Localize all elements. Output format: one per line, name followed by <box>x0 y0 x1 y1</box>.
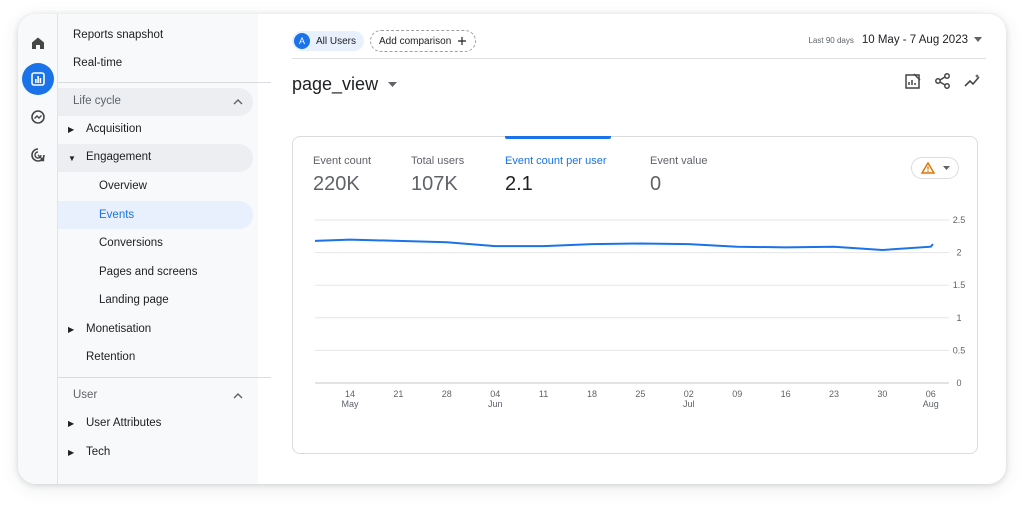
sidebar-item-events[interactable]: Events <box>58 201 253 229</box>
sidebar-item-overview[interactable]: Overview <box>99 180 147 192</box>
caret-right-icon: ▶ <box>68 419 75 428</box>
sidebar-item-tech[interactable]: Tech <box>86 446 111 458</box>
x-tick-label: 18 <box>587 389 597 399</box>
sidebar-item-real-time[interactable]: Real-time <box>73 57 123 69</box>
customize-report-icon[interactable] <box>904 72 922 90</box>
sidebar-item-events-label: Events <box>99 209 135 221</box>
sidebar-divider <box>58 377 271 378</box>
metric-label: Total users <box>411 155 465 167</box>
caret-right-icon: ▶ <box>68 125 75 134</box>
x-tick-label: 23 <box>829 389 839 399</box>
metric-label: Event value <box>650 155 708 167</box>
caret-right-icon: ▶ <box>68 448 75 457</box>
header-divider <box>292 58 986 59</box>
caret-down-icon: ▼ <box>68 154 76 163</box>
reports-sidebar: Reports snapshot Real-time Life cycle ▶ … <box>58 14 271 484</box>
sidebar-item-user-attributes[interactable]: User Attributes <box>86 417 162 429</box>
reports-icon[interactable] <box>22 63 54 95</box>
y-tick-label: 0 <box>956 378 961 388</box>
sidebar-item-retention[interactable]: Retention <box>86 351 136 363</box>
section-lifecycle[interactable]: Life cycle <box>58 88 253 116</box>
metrics-card: Event count 220K Total users 107K Event … <box>292 136 978 454</box>
metric-label: Event count <box>313 155 372 167</box>
date-preset: Last 90 days <box>808 35 854 45</box>
main-content: A All Users Add comparison Last 90 days … <box>258 14 1006 484</box>
x-tick-label: 21 <box>393 389 403 399</box>
series-line <box>314 238 934 252</box>
sidebar-item-engagement-label: Engagement <box>86 151 152 163</box>
y-tick-label: 2 <box>956 248 961 258</box>
sidebar-item-engagement[interactable]: ▼ Engagement <box>58 144 253 172</box>
warning-icon <box>920 162 935 174</box>
date-range-picker[interactable]: Last 90 days 10 May - 7 Aug 2023 <box>808 34 982 46</box>
sidebar-divider <box>58 82 271 83</box>
x-tick-month-label: Jun <box>488 399 503 409</box>
x-tick-month-label: Aug <box>923 399 939 409</box>
sidebar-item-conversions[interactable]: Conversions <box>99 237 163 249</box>
section-lifecycle-label: Life cycle <box>73 95 121 107</box>
chevron-up-icon <box>233 99 243 105</box>
x-tick-label: 11 <box>539 389 548 399</box>
segment-avatar: A <box>294 33 310 49</box>
x-tick-label: 04 <box>490 389 500 399</box>
x-tick-label: 09 <box>732 389 742 399</box>
y-tick-label: 2.5 <box>953 215 966 225</box>
y-tick-label: 1 <box>956 313 961 323</box>
nav-rail <box>18 14 58 484</box>
plus-icon <box>458 37 467 45</box>
active-tab-indicator <box>505 136 611 139</box>
section-user[interactable]: User <box>58 382 253 410</box>
add-comparison-button[interactable]: Add comparison <box>370 30 477 52</box>
section-user-label: User <box>73 389 98 401</box>
caret-down-icon <box>388 81 398 87</box>
caret-down-icon <box>974 37 982 42</box>
x-tick-label: 16 <box>781 389 791 399</box>
home-icon[interactable] <box>22 27 54 59</box>
x-tick-month-label: Jul <box>683 399 695 409</box>
report-actions <box>904 72 982 90</box>
metric-tab-event-value[interactable]: Event value 0 <box>650 155 707 196</box>
sidebar-item-monetisation[interactable]: Monetisation <box>86 323 152 335</box>
data-quality-button[interactable] <box>911 157 959 179</box>
app-frame: Reports snapshot Real-time Life cycle ▶ … <box>18 14 1006 484</box>
segment-chip-all-users[interactable]: A All Users <box>292 31 365 51</box>
explore-icon[interactable] <box>22 101 54 133</box>
metric-tab-event-count[interactable]: Event count 220K <box>313 155 371 196</box>
x-tick-label: 30 <box>877 389 887 399</box>
sidebar-item-landing-page[interactable]: Landing page <box>99 294 169 306</box>
advertising-icon[interactable] <box>22 139 54 171</box>
x-tick-month-label: May <box>341 399 359 409</box>
add-comparison-label: Add comparison <box>379 35 452 47</box>
x-tick-label: 06 <box>926 389 936 399</box>
x-tick-label: 25 <box>635 389 645 399</box>
metric-value: 107K <box>411 173 458 195</box>
page-title: page_view <box>292 74 379 94</box>
page-title-dropdown[interactable]: page_view <box>292 74 398 95</box>
metric-tab-total-users[interactable]: Total users 107K <box>411 155 464 196</box>
insights-icon[interactable] <box>964 72 982 90</box>
metric-value: 220K <box>313 173 360 195</box>
metric-label: Event count per user <box>505 155 607 167</box>
metric-tab-event-count-per-user[interactable]: Event count per user 2.1 <box>505 155 607 196</box>
caret-right-icon: ▶ <box>68 325 75 334</box>
caret-down-icon <box>942 165 950 170</box>
share-icon[interactable] <box>934 72 952 90</box>
sidebar-item-pages-and-screens[interactable]: Pages and screens <box>99 266 198 278</box>
metric-value: 0 <box>650 173 662 195</box>
x-tick-label: 02 <box>684 389 694 399</box>
chevron-up-icon <box>233 393 243 399</box>
metric-value: 2.1 <box>505 173 533 195</box>
x-tick-label: 28 <box>442 389 452 399</box>
segment-label: All Users <box>316 35 357 47</box>
x-tick-label: 14 <box>345 389 355 399</box>
y-tick-label: 1.5 <box>953 280 966 290</box>
sidebar-item-acquisition[interactable]: Acquisition <box>86 123 142 135</box>
y-tick-label: 0.5 <box>953 345 966 355</box>
sidebar-item-reports-snapshot[interactable]: Reports snapshot <box>73 29 164 41</box>
date-range-text: 10 May - 7 Aug 2023 <box>861 34 968 46</box>
